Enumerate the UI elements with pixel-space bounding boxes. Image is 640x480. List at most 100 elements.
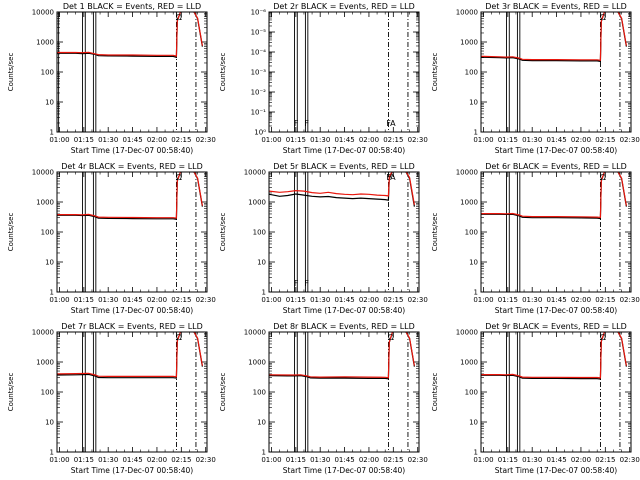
- x-tick-label: 01:15: [498, 136, 518, 144]
- panel-title: Det 9r BLACK = Events, RED = LLD: [485, 322, 627, 331]
- x-axis-label: Start Time (17-Dec-07 00:58:40): [71, 306, 193, 315]
- marker-label: F: [294, 119, 299, 128]
- panel-3: Det 3r BLACK = Events, RED = LLD Counts/s…: [431, 2, 640, 155]
- marker-label: Ω: [176, 333, 182, 342]
- y-tick-label: 1000: [36, 199, 54, 207]
- y-tick-label: 10⁻¹: [251, 109, 267, 117]
- panel-title: Det 4r BLACK = Events, RED = LLD: [61, 162, 203, 171]
- panel-title: Det 8r BLACK = Events, RED = LLD: [273, 322, 415, 331]
- x-tick-label: 02:15: [383, 456, 403, 464]
- y-tick-label: 1000: [460, 199, 478, 207]
- x-tick-label: 02:00: [359, 296, 379, 304]
- y-tick-label: 100: [41, 229, 54, 237]
- y-tick-label: 1: [50, 129, 54, 137]
- series-line-events: [481, 12, 627, 63]
- y-tick-label: 1000: [248, 359, 266, 367]
- x-tick-label: 01:45: [122, 296, 142, 304]
- x-tick-label: 01:30: [522, 136, 542, 144]
- y-tick-label: 1: [474, 449, 478, 457]
- marker-label: Ω: [176, 13, 182, 22]
- x-tick-label: 01:15: [74, 456, 94, 464]
- x-tick-label: 02:30: [408, 456, 428, 464]
- y-tick-label: 100: [465, 389, 478, 397]
- marker-label: F: [304, 119, 309, 128]
- x-tick-label: 01:00: [261, 456, 281, 464]
- plot-frame: [480, 331, 632, 453]
- x-tick-label: 02:00: [571, 296, 591, 304]
- y-axis-label: Counts/sec: [219, 373, 227, 412]
- x-tick-label: 02:30: [408, 136, 428, 144]
- marker-label: F: [304, 279, 309, 288]
- plot-frame: [56, 171, 208, 293]
- series-line-events: [57, 172, 203, 220]
- x-tick-label: 01:45: [122, 136, 142, 144]
- series-line-lld: [57, 172, 203, 219]
- y-tick-label: 10000: [32, 9, 54, 17]
- x-tick-label: 01:15: [286, 136, 306, 144]
- x-tick-label: 02:00: [571, 456, 591, 464]
- series-line-lld: [481, 12, 627, 61]
- x-tick-label: 01:30: [522, 456, 542, 464]
- x-tick-label: 01:30: [98, 456, 118, 464]
- y-tick-label: 10⁻⁴: [251, 49, 267, 57]
- y-tick-label: 10000: [32, 329, 54, 337]
- panel-8: Det 8r BLACK = Events, RED = LLD Counts/s…: [219, 322, 428, 475]
- panel-title: Det 2r BLACK = Events, RED = LLD: [273, 2, 415, 11]
- x-axis-label: Start Time (17-Dec-07 00:58:40): [495, 466, 617, 475]
- series-line-lld: [481, 332, 627, 379]
- x-axis-label: Start Time (17-Dec-07 00:58:40): [71, 466, 193, 475]
- x-tick-label: 02:30: [408, 296, 428, 304]
- y-tick-label: 1000: [460, 359, 478, 367]
- x-tick-label: 01:45: [546, 296, 566, 304]
- y-tick-label: 1: [50, 289, 54, 297]
- y-axis-label: Counts/sec: [7, 213, 15, 252]
- plot-frame: [480, 11, 632, 133]
- marker-label: Ω: [176, 173, 182, 182]
- y-axis-label: Counts/sec: [7, 373, 15, 412]
- plot-frame: [480, 171, 632, 293]
- y-tick-label: 1000: [460, 39, 478, 47]
- series-line-lld: [481, 172, 627, 219]
- x-tick-label: 02:00: [147, 456, 167, 464]
- y-tick-label: 100: [253, 229, 266, 237]
- x-axis-label: Start Time (17-Dec-07 00:58:40): [495, 306, 617, 315]
- panel-4: Det 4r BLACK = Events, RED = LLD Counts/s…: [7, 162, 216, 315]
- y-tick-label: 10: [469, 419, 478, 427]
- x-tick-label: 01:15: [498, 296, 518, 304]
- y-axis-label: Counts/sec: [7, 53, 15, 92]
- x-tick-label: 01:30: [310, 136, 330, 144]
- x-tick-label: 01:00: [49, 296, 69, 304]
- panel-5: Det 5r BLACK = Events, RED = LLD Counts/s…: [219, 162, 428, 315]
- x-tick-label: 01:00: [261, 296, 281, 304]
- x-tick-label: 01:30: [98, 296, 118, 304]
- y-tick-label: 10⁻⁵: [251, 29, 267, 37]
- x-tick-label: 01:15: [74, 296, 94, 304]
- series-line-events: [481, 172, 627, 220]
- plot-frame: [268, 171, 420, 293]
- x-tick-label: 02:30: [196, 136, 216, 144]
- x-axis-label: Start Time (17-Dec-07 00:58:40): [495, 146, 617, 155]
- series-line-events: [269, 332, 415, 380]
- x-tick-label: 02:30: [620, 136, 640, 144]
- y-tick-label: 10: [469, 259, 478, 267]
- x-tick-label: 02:30: [196, 296, 216, 304]
- y-tick-label: 1: [262, 289, 266, 297]
- x-axis-label: Start Time (17-Dec-07 00:58:40): [283, 306, 405, 315]
- x-tick-label: 02:00: [147, 136, 167, 144]
- y-tick-label: 100: [465, 229, 478, 237]
- x-tick-label: 02:00: [147, 296, 167, 304]
- marker-label: Ω: [600, 173, 606, 182]
- series-line-events: [481, 332, 627, 380]
- x-tick-label: 02:15: [595, 136, 615, 144]
- y-tick-label: 1000: [248, 199, 266, 207]
- series-line-events: [57, 12, 203, 59]
- y-axis-label: Counts/sec: [431, 53, 439, 92]
- x-tick-label: 01:00: [473, 136, 493, 144]
- x-tick-label: 02:15: [171, 456, 191, 464]
- panel-1: Det 1 BLACK = Events, RED = LLD Counts/se…: [7, 2, 216, 155]
- x-tick-label: 01:00: [473, 456, 493, 464]
- y-tick-label: 1: [474, 129, 478, 137]
- panel-9: Det 9r BLACK = Events, RED = LLD Counts/s…: [431, 322, 640, 475]
- y-axis-label: Counts/sec: [219, 53, 227, 92]
